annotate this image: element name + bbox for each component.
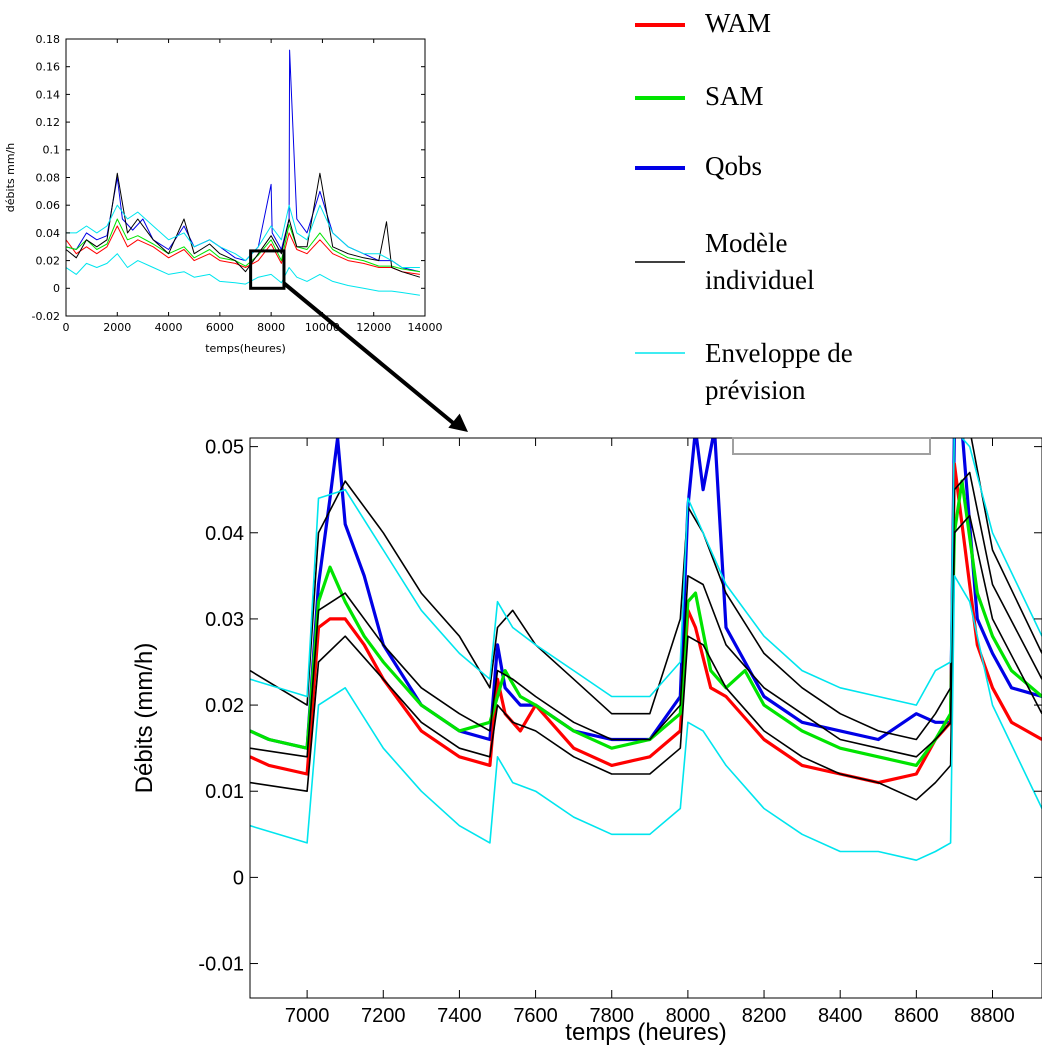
y-tick-label: 0 (233, 867, 244, 889)
x-tick-label: 4000 (155, 321, 183, 334)
series-line-2 (66, 218, 420, 273)
legend-swatches (635, 23, 685, 354)
grey-box (732, 437, 931, 455)
series-group (66, 49, 421, 296)
x-tick-label: 0 (63, 321, 70, 334)
zoom-arrow (282, 281, 468, 432)
y-tick-label: 0.05 (205, 437, 244, 459)
axes-frame (249, 437, 1042, 999)
x-tick-label: 8800 (970, 1005, 1015, 1027)
zoom-box (249, 249, 286, 290)
x-tick-label: 8400 (818, 1005, 863, 1027)
x-tick-label: 2000 (103, 321, 131, 334)
y-axis-label: débits mm/h (4, 143, 17, 212)
y-tick-label: -0.01 (198, 954, 244, 976)
x-axis-label: temps(heures) (205, 342, 286, 355)
y-tick-label: 0.03 (205, 609, 244, 631)
series-line-5 (250, 471, 1042, 758)
arrow-head (448, 413, 468, 432)
y-tick-label: 0.06 (36, 199, 61, 212)
y-tick-label: -0.02 (32, 310, 60, 323)
y-tick-label: 0 (53, 282, 60, 295)
y-tick-label: 0.01 (205, 781, 244, 803)
series-line-5 (66, 253, 420, 296)
arrow-shaft (282, 281, 460, 429)
y-tick-label: 0.1 (43, 144, 61, 157)
y-tick-label: 0.18 (36, 33, 61, 46)
zoom-chart: 7000 7200 7400 7600 7800 8000 8200 8400 8600 8800… (131, 437, 1042, 1046)
overview-chart: 0 2000 4000 6000 8000 10000 12000 14000-0.0200.… (4, 33, 443, 355)
series-line-4 (250, 514, 1042, 801)
x-tick-label: 8000 (666, 1005, 711, 1027)
series-line-0 (250, 438, 1042, 750)
x-tick-label: 14000 (408, 321, 443, 334)
x-tick-label: 8600 (894, 1005, 939, 1027)
y-tick-label: 0.12 (36, 116, 61, 129)
series-line-6 (250, 438, 1042, 706)
x-axis-label: temps (heures) (565, 1019, 726, 1046)
x-tick-label: 8000 (257, 321, 285, 334)
x-tick-label: 7200 (361, 1005, 406, 1027)
x-tick-label: 8200 (742, 1005, 787, 1027)
series-line-3 (66, 172, 421, 278)
y-tick-label: 0.16 (36, 61, 61, 74)
series-line-7 (250, 574, 1042, 862)
y-tick-label: 0.04 (36, 227, 61, 240)
x-tick-label: 7000 (285, 1005, 330, 1027)
x-tick-label: 7600 (513, 1005, 558, 1027)
y-axis-label: Débits (mm/h) (131, 643, 158, 794)
x-tick-label: 12000 (356, 321, 391, 334)
y-tick-label: 0.08 (36, 171, 61, 184)
y-tick-label: 0.02 (205, 695, 244, 717)
series-group (250, 438, 1042, 862)
x-tick-label: 7400 (437, 1005, 482, 1027)
x-tick-label: 7800 (589, 1005, 634, 1027)
x-tick-label: 6000 (206, 321, 234, 334)
y-tick-label: 0.04 (205, 523, 244, 545)
series-line-3 (250, 438, 1042, 741)
plot-area (66, 39, 425, 316)
y-tick-label: 0.02 (36, 254, 61, 267)
y-tick-label: 0.14 (36, 88, 61, 101)
series-line-4 (66, 204, 420, 268)
